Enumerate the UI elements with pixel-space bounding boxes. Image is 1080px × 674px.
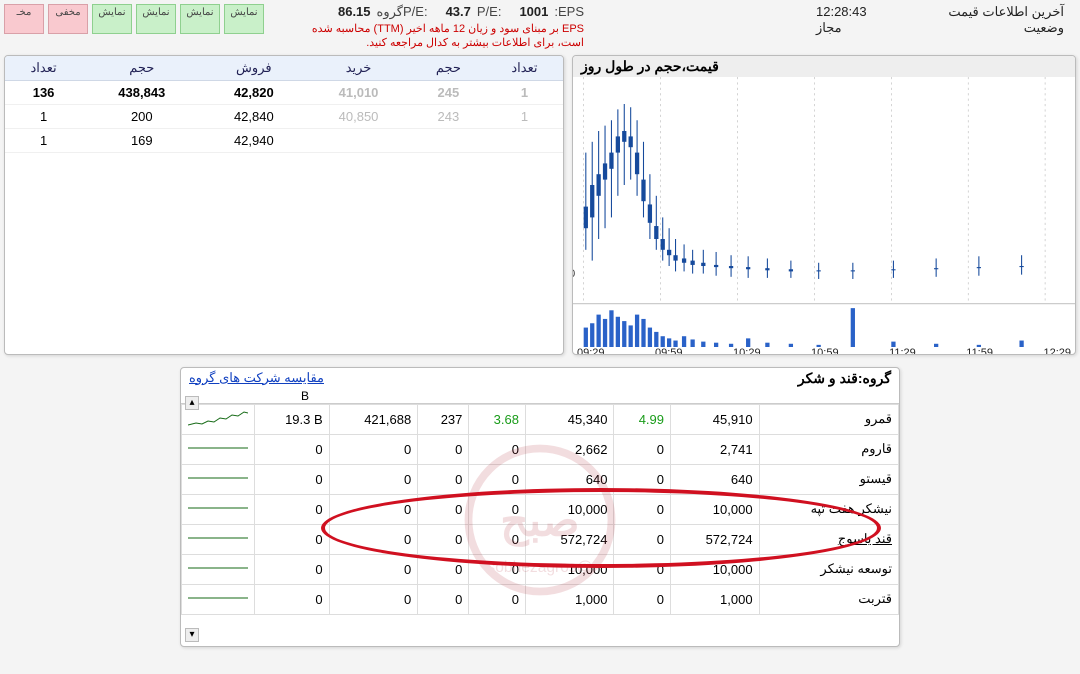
order-book-header: تعداد: [486, 56, 563, 81]
mid-row: تعدادحجمخریدفروشحجمتعداد 124541,01042,82…: [0, 51, 1080, 359]
btn-hide-1[interactable]: مخـ: [4, 4, 44, 34]
scroll-up-button[interactable]: ▴: [185, 396, 199, 410]
order-book-header: تعداد: [5, 56, 82, 81]
last-info-time: 12:28:43: [816, 4, 867, 20]
order-book-header: خرید: [306, 56, 411, 81]
company-name[interactable]: نیشکر هفت تپه: [759, 494, 898, 524]
btn-hide-2[interactable]: مخفی: [48, 4, 88, 34]
time-status: آخرین اطلاعات قیمت 12:28:43 وضعیت مجاز: [816, 4, 1076, 51]
scroll-down-button[interactable]: ▾: [185, 628, 199, 642]
order-book-row[interactable]: 124541,01042,820438,843136: [5, 80, 563, 104]
group-row[interactable]: 00002,66202,741قاروم: [182, 434, 899, 464]
btn-show-1[interactable]: نمایش: [92, 4, 132, 34]
order-book-table: تعدادحجمخریدفروشحجمتعداد 124541,01042,82…: [5, 56, 563, 153]
price-volume-chart: 700: [573, 77, 1075, 347]
chart-panel: قیمت،حجم در طول روز 700 09:2909:5910:291…: [572, 55, 1076, 355]
metrics-bar: 86.15 گروهP/E: 43.7 P/E: 1001 :EPS EPS ب…: [272, 4, 808, 51]
group-row[interactable]: 00006400640قیستو: [182, 464, 899, 494]
chart-title: قیمت،حجم در طول روز: [573, 56, 1075, 77]
pe-group-metric: 86.15 گروهP/E:: [338, 4, 428, 20]
order-book-header: حجم: [82, 56, 201, 81]
status-value: مجاز: [816, 20, 842, 36]
company-name[interactable]: قیستو: [759, 464, 898, 494]
pe-metric: 43.7 P/E:: [446, 4, 502, 20]
chart-x-axis: 09:2909:5910:2910:5911:2911:5912:29: [573, 347, 1075, 355]
last-info-label: آخرین اطلاعات قیمت: [948, 4, 1064, 20]
btn-show-4[interactable]: نمایش: [224, 4, 264, 34]
group-row[interactable]: 0000572,7240572,724قند یاسوج: [182, 524, 899, 554]
order-book-row[interactable]: 124340,85042,8402001: [5, 104, 563, 128]
svg-text:700: 700: [573, 267, 575, 279]
status-label: وضعیت: [1024, 20, 1064, 36]
chart-body[interactable]: 700: [573, 77, 1075, 347]
group-comparison-panel: گروه:قند و شکر مقایسه شرکت های گروه B 19…: [180, 367, 900, 647]
order-book-header: فروش: [201, 56, 306, 81]
company-name[interactable]: قمرو: [759, 404, 898, 434]
group-row[interactable]: 000010,000010,000نیشکر هفت تپه: [182, 494, 899, 524]
group-row[interactable]: 19.3 B421,6882373.6845,3404.9945,910قمرو: [182, 404, 899, 434]
eps-note: EPS بر مبنای سود و زیان 12 ماهه اخیر (TT…: [284, 22, 584, 51]
toolbar-buttons: مخـ مخفی نمایش نمایش نمایش نمایش: [4, 4, 264, 51]
b-column-label: B: [181, 389, 309, 403]
eps-metric: 1001 :EPS: [519, 4, 584, 20]
company-name[interactable]: توسعه نیشکر: [759, 554, 898, 584]
top-row: آخرین اطلاعات قیمت 12:28:43 وضعیت مجاز 8…: [0, 0, 1080, 51]
order-book-panel: تعدادحجمخریدفروشحجمتعداد 124541,01042,82…: [4, 55, 564, 355]
order-book-header: حجم: [411, 56, 486, 81]
btn-show-3[interactable]: نمایش: [180, 4, 220, 34]
group-row[interactable]: 000010,000010,000توسعه نیشکر: [182, 554, 899, 584]
company-name[interactable]: قند یاسوج: [759, 524, 898, 554]
btn-show-2[interactable]: نمایش: [136, 4, 176, 34]
company-name[interactable]: قتربت: [759, 584, 898, 614]
compare-companies-link[interactable]: مقایسه شرکت های گروه: [189, 370, 324, 387]
group-row[interactable]: 00001,00001,000قتربت: [182, 584, 899, 614]
company-name[interactable]: قاروم: [759, 434, 898, 464]
group-title: گروه:قند و شکر: [798, 370, 891, 387]
order-book-row[interactable]: 42,9401691: [5, 128, 563, 152]
group-table: 19.3 B421,6882373.6845,3404.9945,910قمرو…: [181, 404, 899, 615]
